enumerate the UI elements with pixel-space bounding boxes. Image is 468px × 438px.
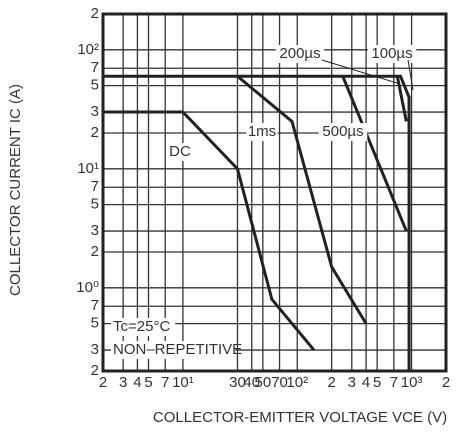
x-axis-label: COLLECTOR-EMITTER VOLTAGE VCE (V) [153,409,447,426]
x-tick-label: 10² [286,374,308,391]
legend-label-bg [168,143,192,161]
x-tick-label: 3 [348,374,356,391]
y-tick-label: 5 [91,196,99,213]
y-tick-label: 3 [91,341,99,358]
y-tick-label: 3 [91,222,99,239]
curve [103,110,316,352]
legend-label: 500µs [322,123,363,140]
y-tick-label: 7 [91,59,99,76]
x-tick-label: 2 [99,374,107,391]
legend-label-bg [367,45,417,63]
annotation-bg [111,341,236,359]
legend-label: 200µs [279,45,320,62]
x-tick-label: 4 [133,374,141,391]
x-tick-label: 10³ [401,374,423,391]
legend-label: 1ms [248,123,276,140]
curve [103,74,411,371]
x-tick-label: 2 [442,374,450,391]
legend-label: DC [169,143,191,160]
plot-frame [101,12,448,373]
y-tick-label: 5 [91,77,99,94]
x-tick-label: 40 [243,374,260,391]
legend-label: 100µs [371,45,412,62]
annotation: Tc=25°C [113,318,170,335]
y-tick-label: 2 [91,124,99,141]
x-tick-label: 70 [271,374,288,391]
annotation-bg [111,318,176,336]
x-tick-label: 4 [362,374,370,391]
y-tick-label: 10¹ [77,160,99,177]
x-tick-label: 3 [119,374,127,391]
y-tick-label: 2 [91,5,99,22]
y-tick-label: 7 [91,178,99,195]
y-axis-label: COLLECTOR CURRENT IC (A) [7,84,24,296]
leader [407,59,414,91]
x-tick-label: 5 [144,374,152,391]
leader [321,59,401,85]
y-tick-label: 5 [91,315,99,332]
legend-label-bg [318,123,368,141]
y-tick-label: 2 [91,243,99,260]
y-tick-label: 3 [91,103,99,120]
x-tick-label: 10¹ [172,374,194,391]
legend-label-bg [246,123,278,141]
y-tick-label: 10² [77,41,99,58]
annotation: NON–REPETITIVE [113,341,242,358]
y-tick-label: 2 [91,362,99,379]
x-tick-label: 7 [161,374,169,391]
x-tick-label: 7 [390,374,398,391]
legend-label-bg [275,45,325,63]
x-tick-label: 30 [229,374,246,391]
x-tick-label: 2 [327,374,335,391]
x-tick-label: 5 [373,374,381,391]
y-tick-label: 7 [91,297,99,314]
curve [341,75,408,232]
curve [236,75,368,325]
y-tick-label: 10⁰ [76,279,99,296]
x-tick-label: 50 [254,374,271,391]
